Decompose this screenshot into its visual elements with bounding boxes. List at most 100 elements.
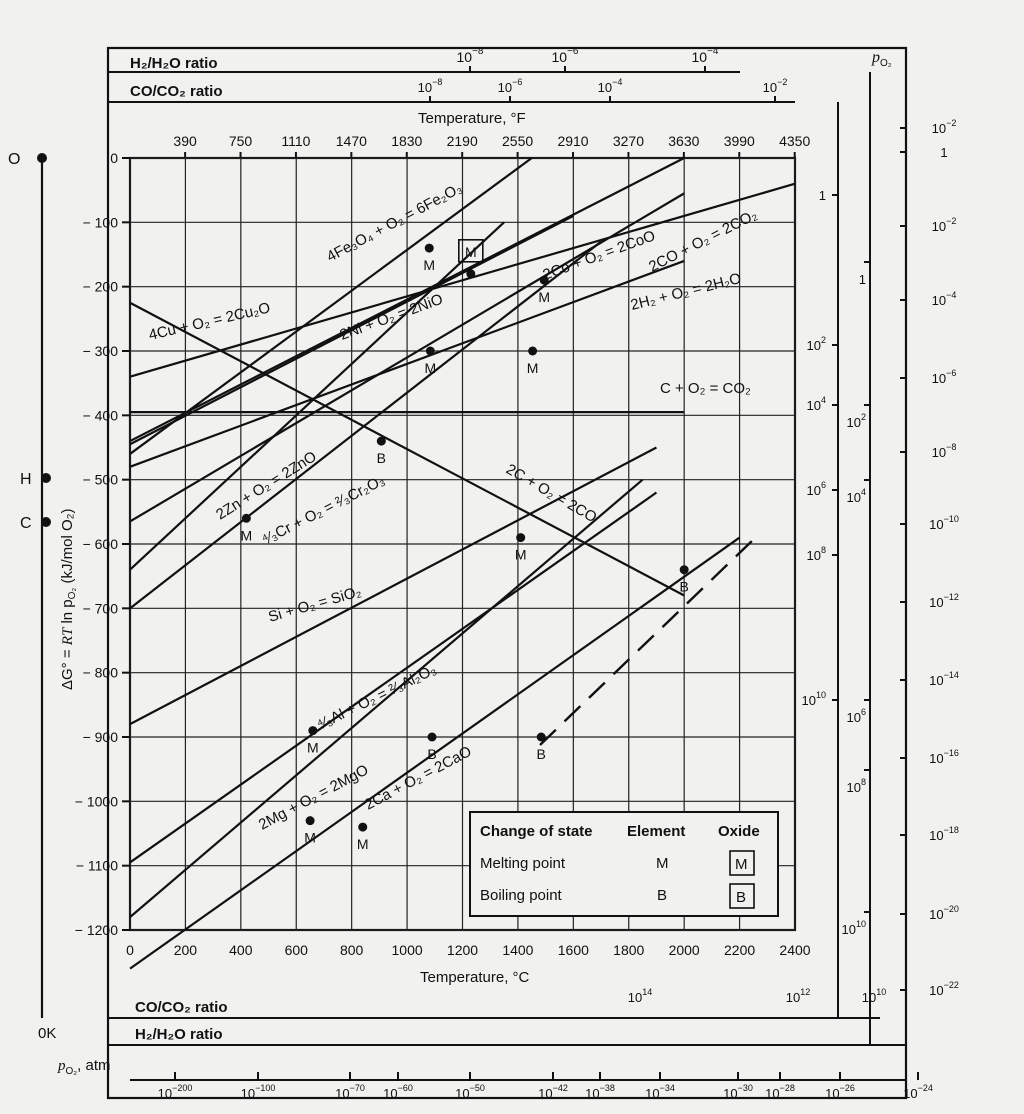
- fahrenheit-axis-ticks: 390 750 1110 1470 1830 2190 2550 2910 3270 3630 39…: [173, 133, 810, 158]
- f-tick-label-9: 3630: [668, 133, 699, 149]
- co-right-value-1: 102: [807, 335, 826, 353]
- marker-dot-0: [425, 346, 435, 356]
- reaction-line-0: [129, 182, 796, 378]
- label-co2: 2CO + O₂ = 2CO₂: [646, 206, 760, 275]
- label-ni: 2Ni + O₂ = 2NiO: [338, 291, 446, 344]
- h2-top-value-1: 10−6: [552, 46, 579, 65]
- marker-label-7: M: [515, 547, 527, 563]
- co-right-value-0: 1: [819, 188, 826, 203]
- co-top-value-0: 10−8: [418, 77, 443, 95]
- f-tick-label-0: 390: [173, 133, 197, 149]
- po2-bottom-value-4-exp: −50: [470, 1083, 485, 1093]
- f-tick-label-3: 1470: [336, 133, 367, 149]
- legend-boiling-element: B: [657, 887, 667, 904]
- po2-bottom-value-10: 10−26: [825, 1083, 855, 1101]
- f-tick-label-4: 1830: [391, 133, 422, 149]
- po2-right-value-7-exp: −12: [944, 592, 959, 602]
- po2-right-value-2: 10−2: [932, 216, 957, 234]
- y-tick-label-0: 0: [110, 150, 118, 166]
- po2-bottom-value-6-exp: −38: [600, 1083, 615, 1093]
- po2-right-value-9-exp: −16: [944, 748, 959, 758]
- co-right-value-0-base: 1: [819, 188, 826, 203]
- po2-right-value-12: 10−22: [929, 980, 959, 998]
- co-right-value-5: 1010: [802, 690, 826, 708]
- label-si: Si + O₂ = SiO₂: [266, 583, 363, 626]
- h2-top-value-1-exp: −6: [567, 46, 579, 57]
- co-bottom-value-1: 1012: [786, 987, 810, 1005]
- legend-header-element: Element: [627, 823, 685, 840]
- po2-right-value-12-base: 10: [929, 983, 943, 998]
- co-top-value-0-exp: −8: [432, 77, 442, 87]
- reaction-line-1: [129, 157, 533, 455]
- po2-atm-label: pO₂, atm: [57, 1057, 111, 1077]
- co-right-value-2: 104: [807, 395, 826, 413]
- h2-right-value-3: 106: [847, 707, 866, 725]
- co-right-value-2-base: 10: [807, 398, 821, 413]
- marker-dot-3: [539, 275, 549, 285]
- x-tick-label-2: 400: [229, 942, 253, 958]
- co-top-value-3-base: 10: [763, 80, 777, 95]
- po2-bottom-value-3-exp: −60: [398, 1083, 413, 1093]
- po2-bottom-value-7-exp: −34: [660, 1083, 675, 1093]
- legend-melting-oxide-box: [729, 850, 755, 876]
- po2-right-value-4: 10−6: [932, 368, 957, 386]
- reaction-line-12: [129, 478, 644, 918]
- po2-bottom-value-9: 10−28: [765, 1083, 795, 1101]
- fahrenheit-axis-label: Temperature, °F: [418, 110, 526, 127]
- marker-label-3: M: [538, 289, 550, 305]
- f-tick-label-2: 1110: [281, 133, 310, 149]
- po2-right-value-4-base: 10: [932, 371, 946, 386]
- label-0k: 0K: [38, 1025, 56, 1042]
- h2-right-value-2: 104: [847, 487, 866, 505]
- marker-dot-6: [376, 436, 386, 446]
- marker-dot-8: [308, 726, 318, 736]
- co-bottom-value-2-base: 10: [862, 990, 876, 1005]
- po2-bottom-value-8-base: 10: [723, 1086, 737, 1101]
- h2-ratio-bottom-label: H₂/H₂O ratio: [135, 1026, 223, 1043]
- label-o: O: [8, 151, 20, 168]
- x-tick-label-3: 600: [285, 942, 309, 958]
- po2-bottom-value-2: 10−70: [335, 1083, 365, 1101]
- po2-right-value-9: 10−16: [929, 748, 959, 766]
- y-tick-label-7: − 700: [83, 600, 119, 616]
- marker-dot-2: [466, 269, 476, 279]
- po2-right-value-5-base: 10: [932, 445, 946, 460]
- marker-dot-9: [679, 565, 689, 575]
- po2-bottom-value-10-base: 10: [825, 1086, 839, 1101]
- reaction-line-7: [129, 301, 685, 597]
- f-tick-label-5: 2190: [447, 133, 478, 149]
- po2-right-value-9-base: 10: [929, 751, 943, 766]
- co-right-value-3-exp: 6: [821, 480, 826, 490]
- po2-right-value-10-base: 10: [929, 828, 943, 843]
- po2-right-value-7-base: 10: [929, 595, 943, 610]
- h2-top-value-0-exp: −8: [472, 46, 484, 57]
- h2-ratio-top-label: H₂/H₂O ratio: [130, 55, 218, 72]
- cao-dashed-extension: [539, 537, 756, 746]
- h2-top-value-2: 10−4: [692, 46, 719, 65]
- h2-right-value-3-base: 10: [847, 710, 861, 725]
- co-top-value-1-base: 10: [498, 80, 512, 95]
- co-bottom-value-1-base: 10: [786, 990, 800, 1005]
- po2-bottom-value-8: 10−30: [723, 1083, 753, 1101]
- h2-right-value-5-base: 10: [842, 922, 856, 937]
- y-tick-label-3: − 300: [83, 343, 119, 359]
- legend-melting-label: Melting point: [480, 855, 566, 872]
- f-tick-label-7: 2910: [557, 133, 588, 149]
- reaction-line-10: [129, 446, 657, 726]
- marker-dot-13: [536, 732, 546, 742]
- transition-markers: M M M M M M B M M B M B M B: [241, 239, 689, 852]
- x-tick-label-8: 1600: [558, 942, 589, 958]
- marker-dot-7: [516, 533, 526, 543]
- y-tick-label-2: − 200: [83, 279, 119, 295]
- x-tick-label-9: 1800: [613, 942, 644, 958]
- h2-right-value-1-base: 10: [847, 415, 861, 430]
- legend-boiling-label: Boiling point: [480, 887, 563, 904]
- h2-top-value-2-base: 10: [692, 49, 708, 65]
- po2-bottom-value-1-exp: −100: [255, 1083, 275, 1093]
- po2-right-value-1-base: 1: [940, 145, 947, 160]
- po2-bottom-value-5-exp: −42: [553, 1083, 568, 1093]
- marker-label-10: M: [304, 830, 316, 846]
- marker-dot-1: [528, 346, 538, 356]
